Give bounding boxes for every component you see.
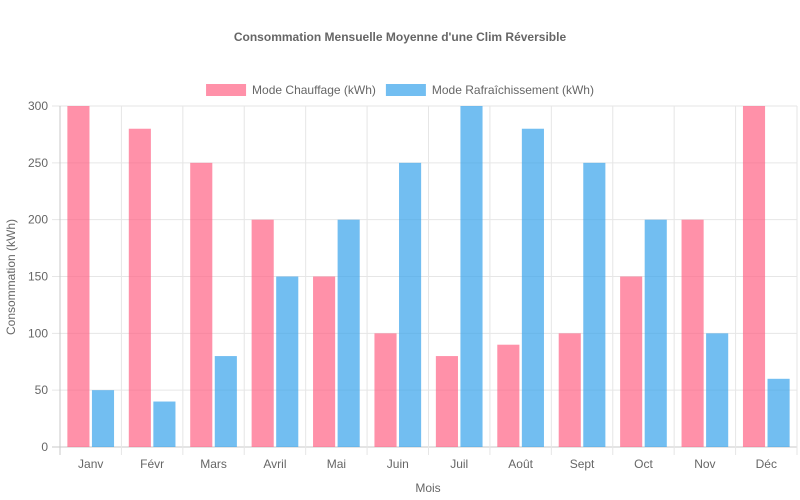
chart-title: Consommation Mensuelle Moyenne d'une Cli… xyxy=(234,30,567,44)
y-tick-label: 300 xyxy=(28,99,48,113)
y-tick-label: 0 xyxy=(41,440,48,454)
bar-series-1[interactable] xyxy=(497,344,520,447)
bar-series-1[interactable] xyxy=(435,356,458,447)
bar-series-2[interactable] xyxy=(276,276,299,448)
y-axis-title: Consommation (kWh) xyxy=(4,219,18,335)
x-tick-label: Oct xyxy=(634,457,653,471)
bar-series-2[interactable] xyxy=(214,356,237,447)
x-axis-title: Mois xyxy=(415,481,440,495)
bar-series-1[interactable] xyxy=(190,162,213,448)
bar-series-2[interactable] xyxy=(153,401,176,447)
legend-swatch[interactable] xyxy=(206,84,247,96)
x-tick-label: Juil xyxy=(450,457,468,471)
legend-label[interactable]: Mode Chauffage (kWh) xyxy=(252,83,376,97)
x-tick-label: Mai xyxy=(327,457,346,471)
x-tick-label: Mars xyxy=(200,457,227,471)
y-tick-label: 200 xyxy=(28,213,48,227)
y-tick-label: 100 xyxy=(28,326,48,340)
bar-series-2[interactable] xyxy=(644,219,667,447)
bar-series-1[interactable] xyxy=(313,276,336,448)
bar-series-2[interactable] xyxy=(706,333,729,447)
bar-series-1[interactable] xyxy=(251,219,274,447)
x-tick-label: Févr xyxy=(140,457,164,471)
x-tick-label: Déc xyxy=(756,457,777,471)
x-tick-label: Avril xyxy=(263,457,286,471)
bar-series-1[interactable] xyxy=(681,219,704,447)
x-tick-label: Juin xyxy=(387,457,409,471)
x-tick-label: Janv xyxy=(78,457,103,471)
bar-series-1[interactable] xyxy=(742,106,766,447)
legend-swatch[interactable] xyxy=(385,84,426,96)
x-axis-ticks: Janv Févr Mars Avril Mai Juin Juil Août Sept Oct N… xyxy=(78,457,777,471)
x-tick-label: Sept xyxy=(570,457,595,471)
bar-series-2[interactable] xyxy=(399,162,422,448)
bar-series-2[interactable] xyxy=(91,390,115,447)
y-axis-ticks: 0 50 100 150 200 250 300 xyxy=(28,99,48,454)
x-tick-label: Nov xyxy=(694,457,715,471)
bar-series-1[interactable] xyxy=(374,333,397,447)
y-tick-label: 50 xyxy=(35,383,49,397)
bar-series-2[interactable] xyxy=(460,106,483,447)
y-tick-label: 250 xyxy=(28,156,48,170)
bar-series-2[interactable] xyxy=(583,162,606,448)
x-tick-label: Août xyxy=(508,457,533,471)
grid-lines xyxy=(52,105,798,455)
legend-label[interactable]: Mode Rafraîchissement (kWh) xyxy=(432,83,594,97)
bar-series-1[interactable] xyxy=(558,333,581,447)
bar-series-2[interactable] xyxy=(767,378,790,447)
legend[interactable]: Mode Chauffage (kWh) Mode Rafraîchissemen… xyxy=(206,83,594,97)
bar-series-1[interactable] xyxy=(128,128,151,447)
bar-series-2[interactable] xyxy=(337,219,360,447)
y-tick-label: 150 xyxy=(28,270,48,284)
bar-series-1[interactable] xyxy=(620,276,643,448)
bar-series-1[interactable] xyxy=(67,106,90,447)
bars xyxy=(67,106,790,448)
bar-series-2[interactable] xyxy=(521,128,544,447)
